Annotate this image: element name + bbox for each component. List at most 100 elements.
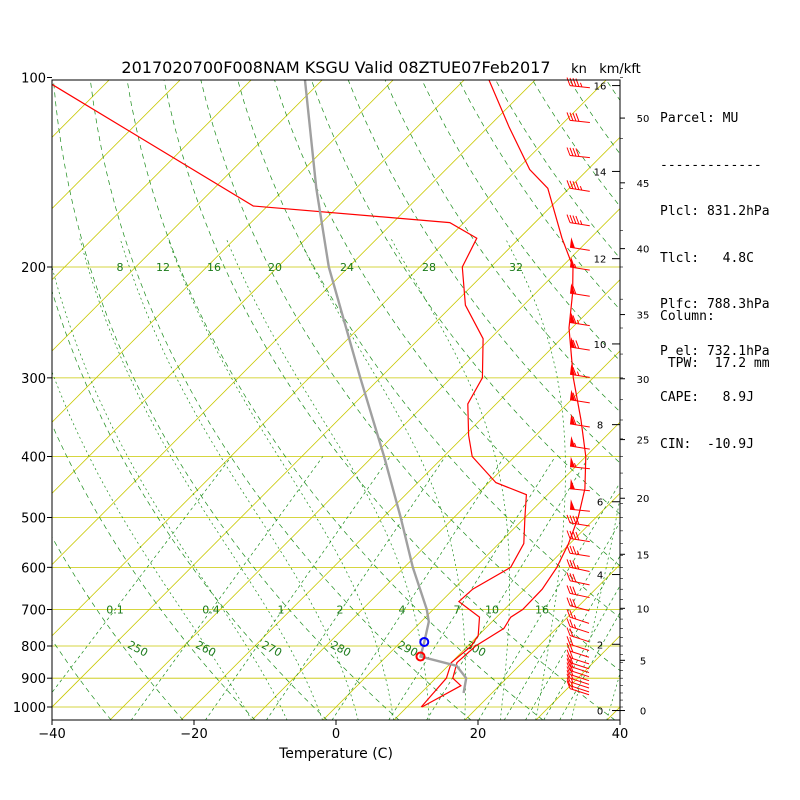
moist-adiabat [504, 238, 566, 720]
dry-adiabat [311, 80, 620, 515]
barb-staff [569, 346, 590, 351]
mixing-ratio-line [52, 456, 232, 694]
pressure-tick-label: 700 [21, 603, 46, 618]
kft-tick-label: 50 [637, 114, 650, 125]
dry-adiabat [384, 80, 620, 413]
barb-full [572, 215, 577, 224]
barb-flag [570, 237, 575, 248]
barb-full [566, 680, 571, 689]
pressure-tick-label: 900 [21, 672, 46, 687]
barb-half [579, 186, 583, 191]
barb-full [569, 147, 574, 156]
x-tick-label: 0 [332, 727, 340, 742]
wind-barb [569, 364, 590, 378]
mixing-ratio-line [331, 456, 505, 720]
barb-staff [569, 657, 590, 665]
barb-staff [569, 592, 590, 599]
wind-barb [569, 337, 590, 351]
x-tick-label: −20 [180, 727, 207, 742]
barb-full [569, 214, 574, 224]
barb-staff [569, 292, 590, 297]
wind-barb [566, 180, 590, 192]
barb-staff [569, 580, 590, 586]
mixing-ratio-label: 7 [454, 603, 461, 616]
barb-staff [569, 187, 590, 192]
barb-full [566, 636, 571, 645]
dry-adiabat [421, 80, 620, 362]
barb-staff [569, 681, 590, 689]
mixing-ratio-label: 28 [422, 261, 436, 274]
parcel-tlcl: Tlcl: 4.8C [660, 250, 754, 266]
mixing-ratio-label: 12 [156, 261, 170, 274]
barb-full [572, 573, 577, 583]
wind-barb [566, 77, 590, 89]
barb-full [569, 609, 574, 619]
barb-full [572, 560, 577, 569]
parcel-cape: CAPE: 8.9J [660, 390, 754, 405]
moist-adiabat [225, 238, 430, 720]
wind-barb [566, 559, 590, 572]
parcel-panel: Parcel: MU ------------- Plcl: 831.2hPa … [660, 80, 770, 468]
barb-full [566, 677, 571, 686]
barb-staff [569, 466, 590, 470]
wind-barb [569, 257, 590, 271]
moist-adiabat [167, 238, 395, 720]
barb-half [573, 624, 577, 629]
barb-full [569, 585, 574, 595]
axes: −40 −20 0 20 4010020030040050060070080090010… [13, 72, 649, 743]
barb-half [579, 82, 583, 88]
wind-barb [569, 456, 590, 470]
wind-barb [566, 214, 590, 227]
isotherm [109, 207, 620, 720]
barb-full [569, 112, 574, 121]
pressure-tick-label: 100 [21, 72, 46, 87]
barb-staff [569, 685, 590, 693]
mixing-ratio-label: 0.4 [202, 603, 220, 616]
wind-barb [566, 673, 590, 689]
pressure-tick-label: 200 [21, 261, 46, 276]
kft-tick-label: 5 [640, 656, 646, 667]
wind-barb [569, 436, 590, 450]
barb-flag [570, 413, 575, 425]
isotherm [393, 492, 620, 720]
barb-half [576, 319, 580, 325]
lcl-marker [415, 651, 426, 662]
km-tick-label: 10 [594, 340, 607, 351]
barb-half [570, 685, 574, 690]
km-tick-label: 16 [594, 82, 607, 93]
x-tick-label: −40 [38, 727, 65, 742]
wind-barb [566, 112, 590, 123]
chart-title: 2017020700F008NAM KSGU Valid 08ZTUE07Feb… [121, 58, 550, 77]
wind-barb [566, 514, 590, 527]
wind-barb [569, 237, 590, 251]
barb-full [572, 147, 577, 157]
barb-full [566, 147, 571, 156]
wind-barb [569, 283, 590, 297]
barb-half [576, 564, 580, 570]
unit-kn-label: kn [571, 62, 587, 77]
moist-adiabat [119, 238, 359, 720]
km-tick-label: 2 [597, 640, 603, 651]
wind-barb [566, 147, 590, 159]
barb-staff [569, 119, 590, 123]
barb-staff [569, 508, 590, 512]
mixing-ratio-label: 1 [278, 603, 285, 616]
wind-barb [566, 618, 590, 634]
isotherm [322, 421, 620, 720]
barb-staff [569, 635, 590, 643]
barb-staff [569, 266, 590, 271]
barb-staff [569, 616, 590, 624]
dry-adiabat [126, 80, 544, 720]
barb-staff [569, 566, 590, 572]
barb-staff [569, 552, 590, 557]
barb-full [575, 148, 580, 157]
wind-barb [566, 642, 590, 658]
parcel-header: Parcel: MU [660, 111, 739, 126]
wind-barb [566, 609, 590, 624]
isotherm [52, 80, 110, 138]
dry-adiabat [52, 289, 328, 720]
parcel-rule: ------------- [660, 157, 762, 173]
barb-full [575, 340, 580, 349]
wind-barb [566, 658, 590, 674]
mixing-ratio-line [543, 585, 620, 720]
